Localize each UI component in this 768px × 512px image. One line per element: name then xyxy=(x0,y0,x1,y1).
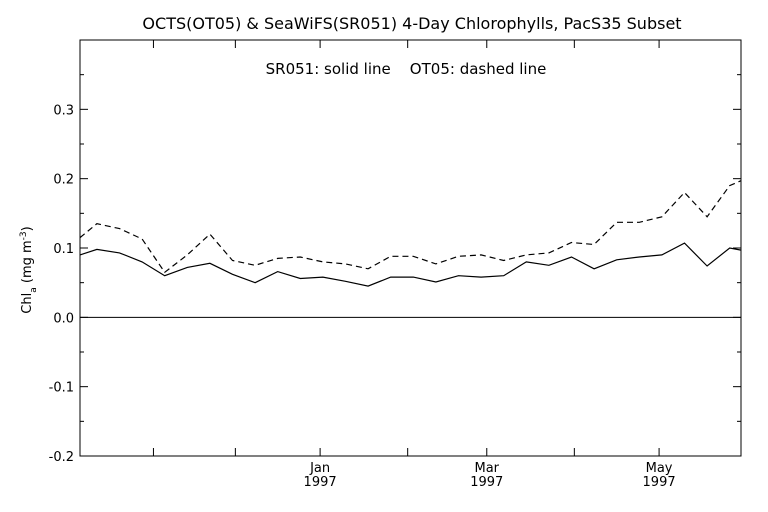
x-tick-label-year: 1997 xyxy=(470,475,503,490)
series-line-sr051 xyxy=(79,242,742,287)
y-axis-label-superscript: -3 xyxy=(19,231,29,240)
x-tick-label: Jan xyxy=(309,461,330,476)
y-axis-label-subscript: a xyxy=(29,287,39,293)
x-tick-label: May xyxy=(646,461,673,476)
chart-title: OCTS(OT05) & SeaWiFS(SR051) 4-Day Chloro… xyxy=(142,14,681,33)
axis-tick-labels: -0.2-0.10.00.10.20.3Jan1997Mar1997May199… xyxy=(49,103,676,490)
axis-ticks xyxy=(79,39,742,457)
y-tick-label: 0.2 xyxy=(53,173,74,188)
y-axis-label-units: (mg m xyxy=(20,240,35,287)
x-tick-label: Mar xyxy=(475,461,500,476)
legend-annotation: SR051: solid line OT05: dashed line xyxy=(266,60,547,78)
y-axis-label-prefix: Chl xyxy=(20,293,35,314)
y-axis-label-close: ) xyxy=(20,226,35,231)
x-tick-label-year: 1997 xyxy=(304,475,337,490)
plot-area-frame xyxy=(79,39,742,457)
series-group xyxy=(79,180,742,287)
y-tick-label: 0.1 xyxy=(53,242,74,257)
y-tick-label: 0.3 xyxy=(53,103,74,118)
y-tick-label: 0.0 xyxy=(53,311,74,326)
series-line-ot05 xyxy=(79,180,742,274)
y-tick-label: -0.1 xyxy=(49,381,74,396)
y-tick-label: -0.2 xyxy=(49,450,74,465)
x-tick-label-year: 1997 xyxy=(643,475,676,490)
y-axis-label: Chla (mg m-3) xyxy=(19,226,39,313)
